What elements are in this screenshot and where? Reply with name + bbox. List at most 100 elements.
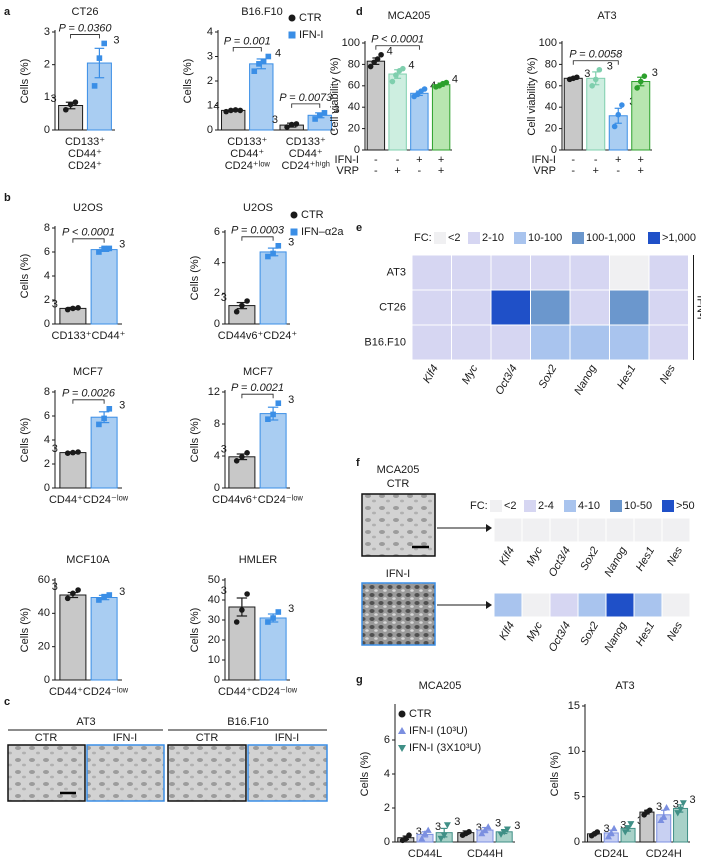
heatmap-cell	[490, 289, 531, 326]
y-tick-label: 8	[44, 386, 50, 398]
y-tick-label: 3	[207, 50, 213, 62]
y-tick-label: 100	[539, 37, 557, 49]
column-label: Myc	[525, 620, 546, 644]
x-tick-label: -	[374, 154, 378, 166]
n-label: 3	[52, 443, 58, 455]
n-label: 3	[221, 292, 227, 304]
data-point	[270, 411, 276, 418]
data-point	[312, 116, 318, 122]
x-tick-label: -	[396, 154, 400, 166]
column-label: Myc	[525, 545, 546, 569]
n-label: 3	[221, 444, 227, 456]
y-tick-label: 6	[44, 410, 50, 422]
data-point	[265, 253, 271, 260]
x-tick-label: -	[616, 165, 620, 177]
heatmap-cell	[521, 592, 551, 618]
y-tick-label: 6	[384, 734, 390, 746]
legend-marker	[290, 228, 298, 236]
n-label: 3	[514, 820, 520, 832]
y-tick-label: 2	[214, 287, 220, 299]
data-point	[660, 813, 668, 820]
column-label: Oct3/4	[547, 620, 574, 654]
legend-label: CTR	[409, 708, 432, 720]
n-label: 3	[221, 585, 227, 597]
chart-title: CT26	[72, 6, 99, 18]
y-tick-label: 4	[214, 450, 220, 462]
bar	[563, 77, 583, 151]
data-point	[484, 823, 492, 830]
x-tick-label: +	[438, 154, 444, 166]
heatmap-cell	[451, 324, 492, 361]
data-point	[232, 107, 239, 113]
data-point	[443, 822, 451, 829]
legend-title: FC:	[414, 232, 432, 244]
data-point	[75, 587, 81, 593]
data-point	[233, 458, 240, 464]
significance-bracket	[375, 45, 420, 50]
heatmap-cell	[648, 254, 689, 291]
n-label: 3	[495, 818, 501, 830]
data-point	[244, 450, 250, 456]
data-point	[64, 306, 71, 313]
y-tick-label: 0	[214, 482, 220, 494]
significance-bracket	[241, 236, 274, 241]
bar	[673, 807, 689, 843]
x-tick-label: CD133⁺	[227, 136, 267, 148]
data-point	[637, 78, 644, 85]
y-tick-label: 4	[214, 257, 220, 269]
chart-title: U2OS	[243, 202, 273, 214]
column-label: Oct3/4	[493, 363, 520, 397]
data-point	[239, 454, 245, 460]
legend-swatch	[572, 232, 584, 244]
y-tick-label: 3	[44, 26, 50, 38]
p-value: P = 0.0026	[62, 388, 116, 400]
chart-title: MCF7	[243, 366, 273, 378]
heatmap-cell	[661, 592, 691, 618]
data-point	[101, 593, 107, 600]
data-point	[265, 416, 271, 422]
y-tick-label: 60	[38, 574, 50, 586]
x-row-label: IFN-I	[532, 154, 556, 166]
y-tick-label: 30	[208, 614, 220, 626]
legend-label: 4-10	[578, 500, 600, 512]
legend-swatch	[610, 500, 622, 512]
heatmap-cell	[530, 289, 571, 326]
heatmap-cell	[521, 517, 551, 543]
legend-label: >50	[676, 500, 695, 512]
heatmap-cell	[609, 254, 650, 291]
data-point	[611, 123, 618, 130]
arrow-head	[486, 601, 492, 609]
y-tick-label: 1	[207, 99, 213, 111]
legend-swatch	[564, 500, 576, 512]
heatmap-cell	[493, 592, 523, 618]
p-value: P = 0.0073	[279, 92, 333, 104]
n-label: 3	[476, 822, 482, 834]
heatmap-cell	[605, 592, 635, 618]
n-label: 3	[416, 826, 422, 838]
x-tick-label: CD24L	[594, 848, 628, 860]
x-tick-label: CD44H	[467, 848, 503, 860]
column-label: Nes	[665, 620, 685, 643]
y-tick-label: 6	[214, 226, 220, 238]
n-label: 3	[288, 394, 294, 406]
legend-label: 2-4	[538, 500, 554, 512]
x-tick-label: CD133⁺	[65, 136, 105, 148]
data-point	[497, 831, 505, 838]
y-tick-label: 10	[208, 654, 220, 666]
row-label: AT3	[387, 266, 406, 278]
y-axis-label: Cell viability (%)	[329, 57, 341, 135]
data-point	[624, 825, 632, 832]
column-label: Oct3/4	[547, 545, 574, 579]
legend-swatch	[490, 500, 502, 512]
bar	[410, 92, 429, 151]
p-value: P = 0.0003	[231, 225, 285, 237]
significance-bracket	[72, 238, 105, 243]
column-label: Hes1	[634, 620, 657, 648]
data-point	[70, 590, 76, 597]
n-label: 3	[113, 34, 119, 46]
heatmap-cell	[451, 289, 492, 326]
x-tick-label: CD44v6⁺CD24⁺	[218, 330, 298, 342]
data-point	[641, 73, 648, 79]
data-point	[106, 406, 113, 412]
data-point	[244, 298, 250, 304]
